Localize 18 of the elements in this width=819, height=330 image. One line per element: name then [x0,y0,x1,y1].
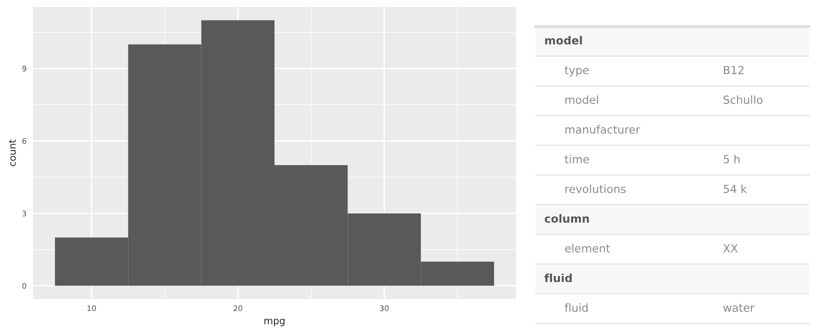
text: 54 k [724,184,747,194]
text: Schullo [724,95,762,104]
text: model [545,36,582,45]
text: time [564,154,589,164]
text: water [723,304,754,312]
text: 5 h [724,154,740,164]
text: XX [723,244,738,252]
text: fluid [544,274,572,282]
text: fluid [564,303,588,312]
text: type [564,66,589,76]
text: element [565,244,610,252]
text: manufacturer [565,125,640,134]
y-axis-title: count [8,140,16,166]
x-axis-title: mpg [264,318,285,326]
text: B12 [724,66,744,74]
text: model [565,95,598,104]
text: column [544,214,589,223]
text: revolutions [565,184,626,194]
